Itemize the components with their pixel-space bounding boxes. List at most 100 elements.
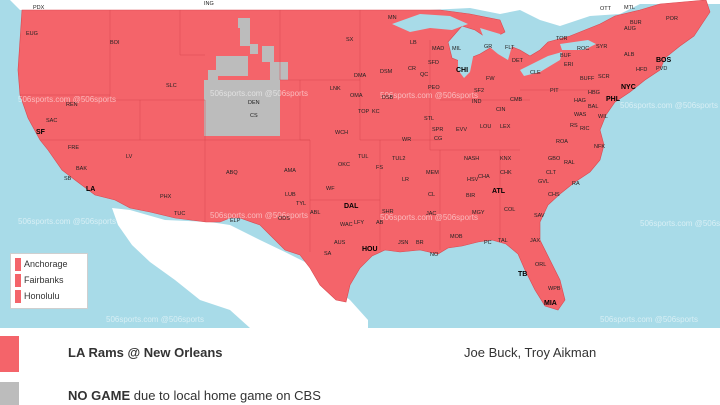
market-label: PIT: [550, 88, 559, 94]
market-label: AMA: [284, 168, 296, 174]
canada-land: [0, 0, 720, 26]
coverage-map: 506sports.com @506sports 506sports.com @…: [0, 0, 720, 328]
market-label: CS: [250, 113, 258, 119]
market-label: PEO: [428, 85, 440, 91]
market-label: MGY: [472, 210, 485, 216]
market-label: FW: [486, 76, 495, 82]
market-label: TAL: [498, 238, 508, 244]
no-game-rest: due to local home game on CBS: [130, 388, 321, 403]
market-label: SF: [36, 129, 46, 136]
legend-swatch: [15, 289, 21, 303]
market-label: AUG: [624, 26, 636, 32]
market-label: CHK: [500, 170, 512, 176]
market-label: OMA: [350, 93, 363, 99]
game-matchup: LA Rams @ New Orleans: [68, 345, 223, 360]
market-label: NO: [430, 252, 439, 258]
market-label: HOU: [362, 246, 378, 253]
market-label: HFD: [636, 67, 647, 73]
market-label: DMA: [354, 73, 367, 79]
market-label: FRE: [68, 145, 79, 151]
market-label: BOS: [656, 57, 672, 64]
alaska-hawaii-legend: Anchorage Fairbanks Honolulu: [10, 253, 88, 309]
market-label: ROC: [577, 46, 589, 52]
market-label: NYC: [621, 84, 636, 91]
watermarks: 506sports.com @506sports 506sports.com @…: [18, 89, 720, 324]
market-label: SX: [346, 37, 354, 43]
market-label: MIL: [452, 46, 461, 52]
market-label: PHL: [606, 96, 621, 103]
market-label: PDX: [33, 5, 45, 11]
market-label: SCR: [598, 74, 610, 80]
market-label: OKC: [338, 162, 350, 168]
market-label: DSM: [380, 69, 393, 75]
market-label: TOP: [358, 109, 370, 115]
lake-ontario: [560, 40, 596, 50]
market-label: TB: [518, 271, 527, 278]
market-label: TUC: [174, 211, 185, 217]
market-label: MN: [388, 15, 397, 21]
market-label: PC: [484, 240, 492, 246]
market-label: WAS: [574, 112, 587, 118]
market-label: RIC: [580, 126, 590, 132]
market-label: JAX: [530, 238, 540, 244]
legend-item: Anchorage: [15, 257, 68, 271]
market-label: FS: [376, 165, 383, 171]
market-label: SB: [64, 176, 72, 182]
lake-erie: [520, 52, 562, 76]
market-label: SF2: [474, 88, 484, 94]
market-label: GBO: [548, 156, 561, 162]
market-label: PHX: [160, 194, 172, 200]
market-borders: [20, 10, 600, 252]
market-label: GR: [484, 44, 492, 50]
market-label: DEN: [248, 100, 260, 106]
market-label: BUF: [560, 53, 572, 59]
market-label: SAV: [534, 213, 545, 219]
legend-label: Honolulu: [24, 291, 60, 301]
market-label: COL: [504, 207, 515, 213]
market-label: ALB: [624, 52, 635, 58]
market-label: HSV: [467, 177, 479, 183]
market-label: SHR: [382, 209, 394, 215]
no-game-areas: [204, 18, 288, 136]
market-label: ORL: [535, 262, 546, 268]
market-label: HBG: [588, 90, 600, 96]
market-label: PVD: [656, 66, 667, 72]
market-label: MEM: [426, 170, 439, 176]
market-label: ING: [204, 1, 214, 7]
market-label: TUL2: [392, 156, 405, 162]
svg-text:506sports.com @506sports: 506sports.com @506sports: [106, 315, 204, 324]
market-label: MOB: [450, 234, 463, 240]
market-label: JSN: [398, 240, 408, 246]
svg-text:506sports.com @506sports: 506sports.com @506sports: [18, 95, 116, 104]
market-label: CIN: [496, 107, 506, 113]
market-label: AB: [376, 220, 384, 226]
market-label: WAC: [340, 222, 353, 228]
market-label: SLC: [166, 83, 177, 89]
legend-swatch: [15, 273, 21, 287]
market-label: CR: [408, 66, 416, 72]
market-label: LR: [402, 177, 409, 183]
market-label: CLT: [546, 170, 557, 176]
market-label: ODS: [278, 216, 290, 222]
market-label: ABQ: [226, 170, 238, 176]
market-label: WF: [326, 186, 335, 192]
market-label: LB: [410, 40, 417, 46]
market-label: SYR: [596, 44, 607, 50]
game-color-swatch: [0, 336, 19, 372]
us-coverage: [17, 0, 711, 311]
market-label: LEX: [500, 124, 511, 130]
market-label: TUL: [358, 154, 368, 160]
market-label: EUG: [26, 31, 38, 37]
market-label: STL: [424, 116, 434, 122]
market-label: CHA: [478, 174, 490, 180]
market-label: LA: [86, 186, 95, 193]
lake-michigan: [458, 34, 474, 78]
market-label: TOR: [556, 36, 568, 42]
market-label: REN: [66, 102, 78, 108]
market-label: QC: [420, 72, 428, 78]
market-label: HAG: [574, 98, 586, 104]
svg-text:506sports.com @506sports: 506sports.com @506sports: [380, 213, 478, 222]
market-label: NFK: [594, 144, 605, 150]
market-label: BUFF: [580, 76, 595, 82]
market-label: DET: [512, 58, 524, 64]
